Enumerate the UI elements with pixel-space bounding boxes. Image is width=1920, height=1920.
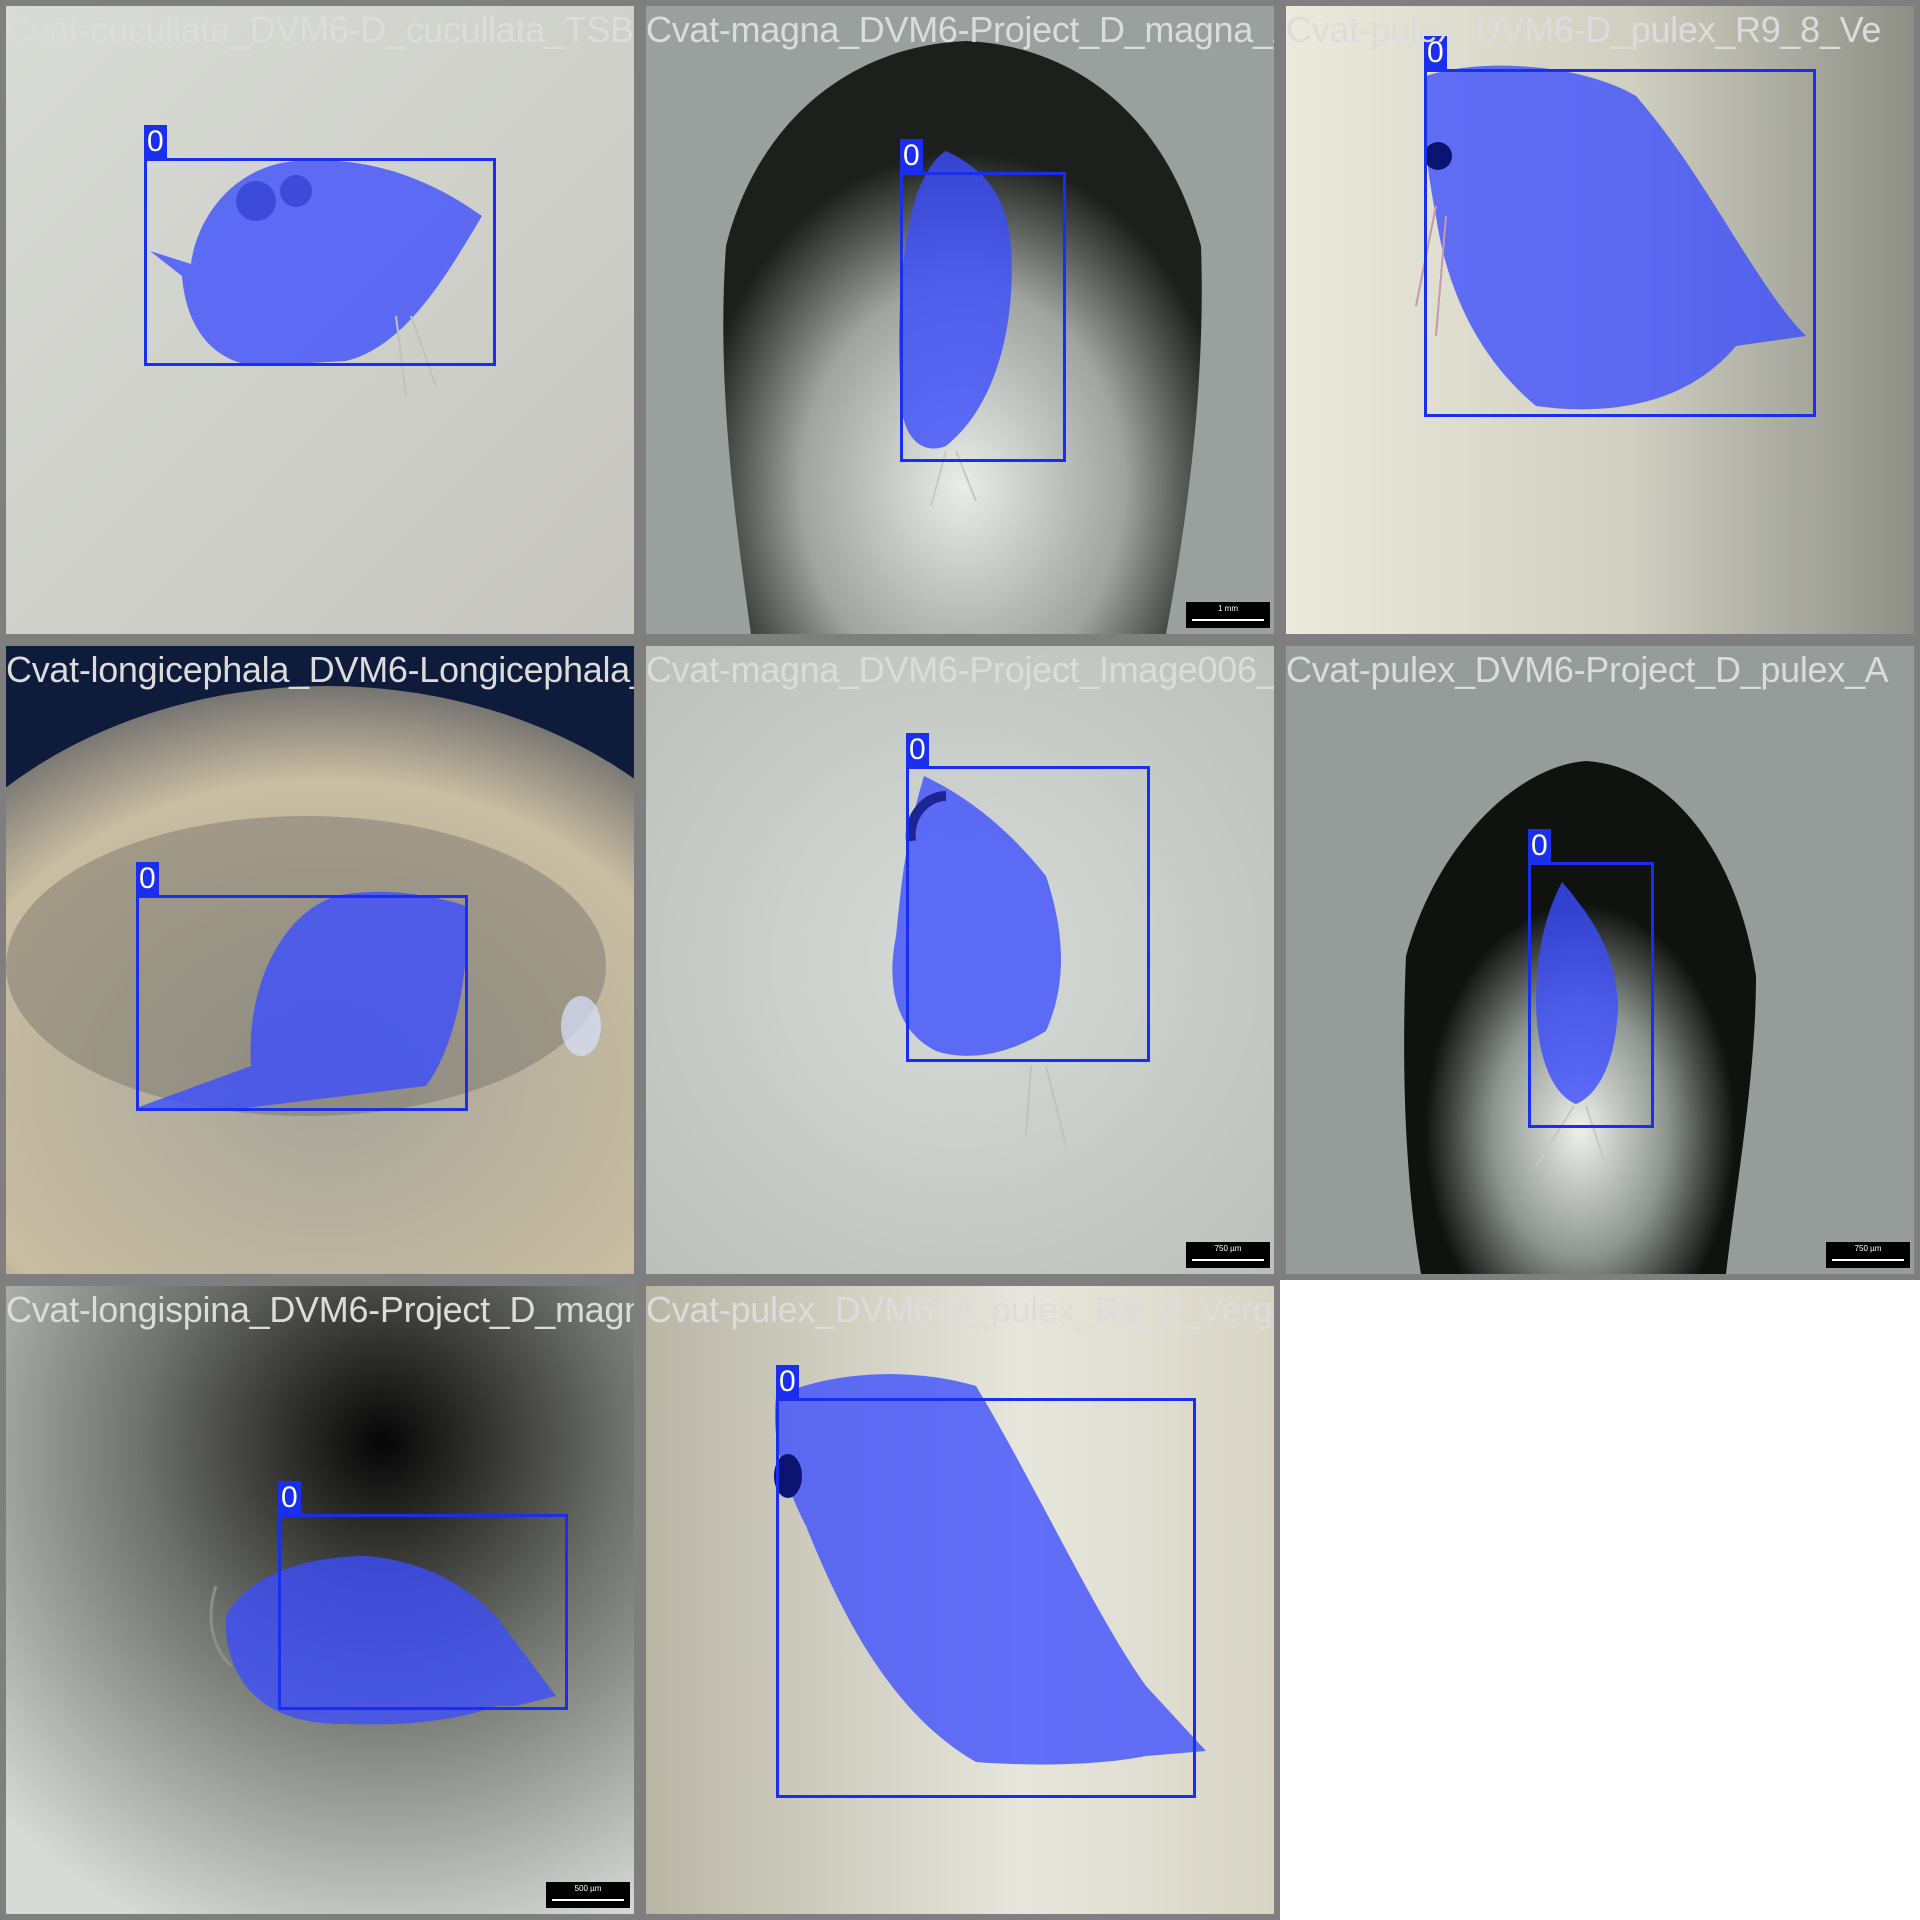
tile-5-bounding-box: 0 [906, 733, 1150, 1062]
tile-4-mask [136, 891, 467, 1108]
tile-3: Cvat-pulex_DVM6-D_pulex_R9_8_Ve 0 [1280, 0, 1920, 640]
tile-8-class-label: 0 [776, 1365, 799, 1399]
tile-4: Cvat-longicephala_DVM6-Longicephala_Hand… [0, 640, 640, 1280]
tile-1-photo [6, 6, 634, 634]
tile-7-caption: Cvat-longispina_DVM6-Project_D_magna [6, 1289, 640, 1330]
tile-7-scale-bar: 500 µm [546, 1882, 630, 1908]
tile-5-class-label: 0 [906, 733, 929, 767]
tile-7-photo [6, 1286, 634, 1914]
tile-8-caption: Cvat-pulex_DVM6-D_pulex_R9_2_Verg4_0_jpg [646, 1289, 1274, 1330]
tile-5-mask [892, 776, 1061, 1056]
tile-1-bounding-box: 0 [144, 125, 496, 366]
tile-3-photo [1286, 6, 1914, 634]
tile-7: Cvat-longispina_DVM6-Project_D_magna 0 5… [0, 1280, 640, 1920]
tile-3-class-label: 0 [1424, 36, 1447, 70]
tile-2: Cvat-magna_DVM6-Project_D_magna_Aug_21_D… [640, 0, 1280, 640]
tile-5-photo [646, 646, 1274, 1274]
tile-1-caption: Cvat-cucullata_DVM6-D_cucullata_TSBR_2_V [6, 9, 634, 50]
tile-6-bounding-box: 0 [1528, 829, 1654, 1128]
tile-1: Cvat-cucullata_DVM6-D_cucullata_TSBR_2_V… [0, 0, 640, 640]
tile-2-scale-bar: 1 mm [1186, 602, 1270, 628]
tile-6-caption: Cvat-pulex_DVM6-Project_D_pulex_A [1286, 649, 1889, 690]
tile-6-scale-bar: 750 µm [1826, 1242, 1910, 1268]
tile-3-caption: Cvat-pulex_DVM6-D_pulex_R9_8_Ve [1286, 9, 1882, 50]
tile-3-bounding-box: 0 [1424, 36, 1816, 417]
tile-4-caption: Cvat-longicephala_DVM6-Longicephala_Hand [6, 649, 634, 690]
tile-6-class-label: 0 [1528, 829, 1551, 863]
tile-4-bounding-box: 0 [136, 862, 468, 1111]
tile-1-class-label: 0 [144, 125, 167, 159]
tile-8-photo [646, 1286, 1274, 1914]
empty-cell [1280, 1280, 1920, 1920]
tile-1-mask [150, 160, 482, 366]
tile-2-bounding-box: 0 [900, 139, 1066, 462]
tile-6: Cvat-pulex_DVM6-Project_D_pulex_A 0 750 … [1280, 640, 1920, 1280]
tile-2-class-label: 0 [900, 139, 923, 173]
tile-8: Cvat-pulex_DVM6-D_pulex_R9_2_Verg4_0_jpg… [640, 1280, 1280, 1920]
tile-6-photo [1286, 646, 1914, 1274]
tile-3-mask [1424, 65, 1806, 410]
tile-5-scale-bar: 750 µm [1186, 1242, 1270, 1268]
tile-2-caption: Cvat-magna_DVM6-Project_D_magna_Aug_21_D… [646, 9, 1274, 50]
tile-4-class-label: 0 [136, 862, 159, 896]
tile-8-mask [775, 1374, 1206, 1765]
tile-5: Cvat-magna_DVM6-Project_Image006_Daphnia… [640, 640, 1280, 1280]
tile-7-bounding-box: 0 [278, 1481, 568, 1710]
tile-2-mask [899, 151, 1012, 449]
tile-2-photo [646, 6, 1274, 634]
tile-5-caption: Cvat-magna_DVM6-Project_Image006_Daphnia [646, 649, 1277, 690]
tile-7-class-label: 0 [278, 1481, 301, 1515]
tile-8-bounding-box: 0 [776, 1365, 1196, 1798]
tile-7-mask [225, 1556, 556, 1725]
tile-6-mask [1536, 882, 1618, 1104]
